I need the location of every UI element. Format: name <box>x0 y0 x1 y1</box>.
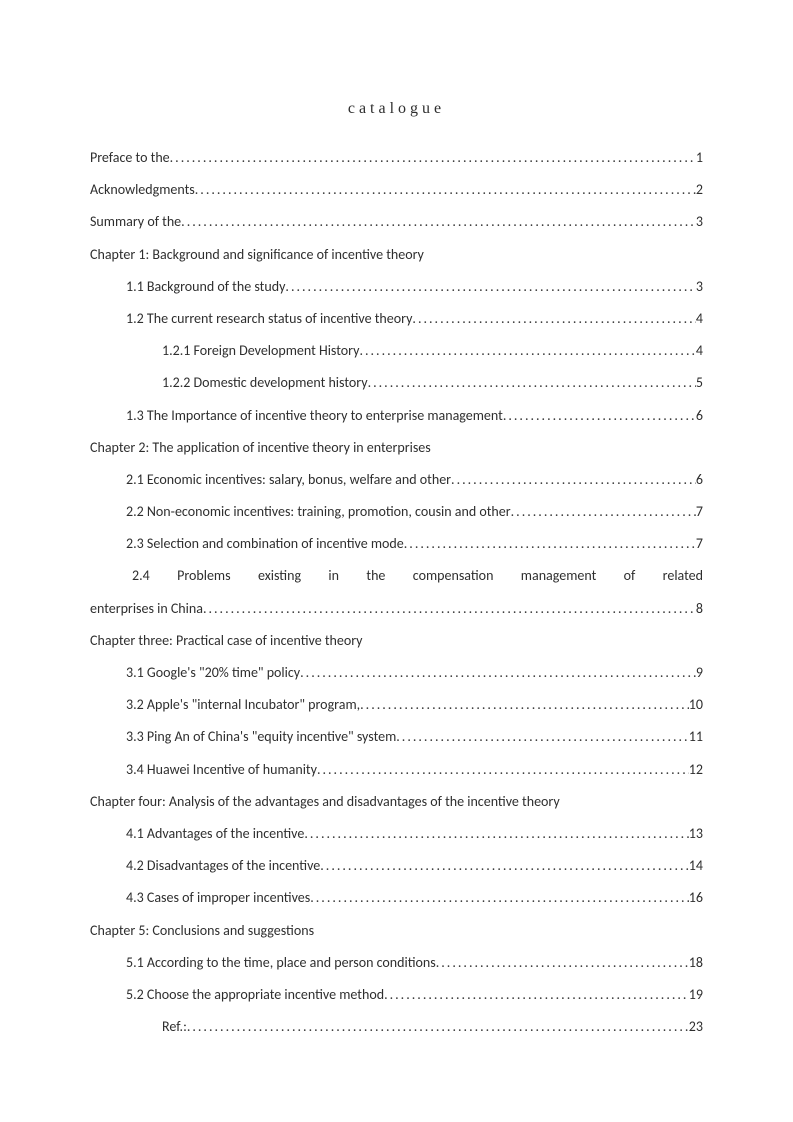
catalogue-title: catalogue <box>90 100 703 118</box>
toc-entry: 1.3 The Importance of incentive theory t… <box>90 400 703 432</box>
toc-label: Acknowledgments <box>90 174 195 206</box>
toc-label: 1.1 Background of the study <box>126 271 285 303</box>
toc-page-number: 3 <box>696 206 703 238</box>
toc-label: Summary of the <box>90 206 181 238</box>
toc-entry: Summary of the..........................… <box>90 206 703 238</box>
toc-page-number: 6 <box>696 400 703 432</box>
toc-entry: 5.1 According to the time, place and per… <box>90 947 703 979</box>
toc-label: 1.2.1 Foreign Development History <box>162 335 359 367</box>
toc-leader-dots: ........................................… <box>503 400 696 432</box>
toc-leader-dots: ........................................… <box>181 206 696 238</box>
toc-page-number: 4 <box>696 303 703 335</box>
toc-entry: 3.3 Ping An of China's "equity incentive… <box>90 721 703 753</box>
toc-label: 4.3 Cases of improper incentives <box>126 882 310 914</box>
toc-label: 3.2 Apple's "internal Incubator" program… <box>126 689 360 721</box>
toc-page-number: 12 <box>689 754 703 786</box>
toc-label: 1.2.2 Domestic development history <box>162 367 368 399</box>
toc-entry: enterprises in China....................… <box>90 593 703 625</box>
toc-page-number: 2 <box>696 174 703 206</box>
toc-leader-dots: ........................................… <box>451 464 696 496</box>
toc-heading: Chapter 1: Background and significance o… <box>90 239 703 271</box>
toc-leader-dots: ........................................… <box>368 367 696 399</box>
toc-page-number: 23 <box>689 1011 703 1043</box>
toc-entry: 4.3 Cases of improper incentives........… <box>90 882 703 914</box>
toc-leader-dots: ........................................… <box>436 947 689 979</box>
toc-page-number: 10 <box>689 689 703 721</box>
toc-leader-dots: ........................................… <box>300 657 696 689</box>
toc-heading: Chapter four: Analysis of the advantages… <box>90 786 703 818</box>
toc-label: Ref.: <box>162 1011 187 1043</box>
toc-heading: Chapter 2: The application of incentive … <box>90 432 703 464</box>
toc-label: 2.1 Economic incentives: salary, bonus, … <box>126 464 451 496</box>
toc-entry: 4.2 Disadvantages of the incentive......… <box>90 850 703 882</box>
toc-label: enterprises in China <box>90 593 203 625</box>
toc-entry: 5.2 Choose the appropriate incentive met… <box>90 979 703 1011</box>
toc-label: 3.1 Google's "20% time" policy <box>126 657 300 689</box>
toc-leader-dots: ........................................… <box>359 335 695 367</box>
toc-page-number: 14 <box>689 850 703 882</box>
toc-entry: 1.2.2 Domestic development history......… <box>90 367 703 399</box>
toc-page-number: 1 <box>696 142 703 174</box>
toc-page-number: 5 <box>696 367 703 399</box>
toc-entry: Acknowledgments.........................… <box>90 174 703 206</box>
table-of-contents: Preface to the..........................… <box>90 142 703 1043</box>
toc-page-number: 7 <box>696 528 703 560</box>
toc-page-number: 4 <box>696 335 703 367</box>
toc-leader-dots: ........................................… <box>195 174 696 206</box>
toc-heading: Chapter three: Practical case of incenti… <box>90 625 703 657</box>
toc-entry: 1.2.1 Foreign Development History.......… <box>90 335 703 367</box>
toc-label: 2.3 Selection and combination of incenti… <box>126 528 404 560</box>
toc-page-number: 19 <box>689 979 703 1011</box>
toc-heading: Chapter 5: Conclusions and suggestions <box>90 915 703 947</box>
toc-page-number: 9 <box>696 657 703 689</box>
toc-label: 5.1 According to the time, place and per… <box>126 947 436 979</box>
toc-entry: 2.3 Selection and combination of incenti… <box>90 528 703 560</box>
toc-entry: 3.4 Huawei Incentive of humanity........… <box>90 754 703 786</box>
toc-leader-dots: ........................................… <box>511 496 696 528</box>
toc-leader-dots: ........................................… <box>360 689 689 721</box>
toc-page-number: 3 <box>696 271 703 303</box>
toc-label: 2.2 Non-economic incentives: training, p… <box>126 496 511 528</box>
toc-leader-dots: ........................................… <box>304 818 688 850</box>
toc-label: 3.3 Ping An of China's "equity incentive… <box>126 721 396 753</box>
toc-leader-dots: ........................................… <box>412 303 695 335</box>
toc-leader-dots: ........................................… <box>203 593 696 625</box>
toc-leader-dots: ........................................… <box>404 528 696 560</box>
toc-page-number: 11 <box>689 721 703 753</box>
toc-leader-dots: ........................................… <box>320 850 689 882</box>
toc-page-number: 8 <box>696 593 703 625</box>
toc-page-number: 13 <box>689 818 703 850</box>
toc-entry: 2.2 Non-economic incentives: training, p… <box>90 496 703 528</box>
toc-entry-wrapped: 2.4 Problems existing in the compensatio… <box>90 560 703 592</box>
toc-leader-dots: ........................................… <box>396 721 689 753</box>
toc-label: Preface to the <box>90 142 170 174</box>
toc-entry: 1.2 The current research status of incen… <box>90 303 703 335</box>
toc-leader-dots: ........................................… <box>285 271 695 303</box>
toc-label: 3.4 Huawei Incentive of humanity <box>126 754 317 786</box>
toc-label: 5.2 Choose the appropriate incentive met… <box>126 979 384 1011</box>
toc-leader-dots: ........................................… <box>170 142 696 174</box>
toc-entry: 3.2 Apple's "internal Incubator" program… <box>90 689 703 721</box>
toc-label: 1.3 The Importance of incentive theory t… <box>126 400 503 432</box>
toc-page-number: 7 <box>696 496 703 528</box>
toc-label: 4.2 Disadvantages of the incentive <box>126 850 320 882</box>
toc-page-number: 16 <box>689 882 703 914</box>
toc-leader-dots: ........................................… <box>310 882 689 914</box>
toc-page-number: 6 <box>696 464 703 496</box>
toc-entry: Ref.:...................................… <box>90 1011 703 1043</box>
toc-leader-dots: ........................................… <box>317 754 689 786</box>
toc-entry: 3.1 Google's "20% time" policy..........… <box>90 657 703 689</box>
toc-page-number: 18 <box>689 947 703 979</box>
toc-leader-dots: ........................................… <box>187 1011 689 1043</box>
toc-entry: 2.1 Economic incentives: salary, bonus, … <box>90 464 703 496</box>
toc-entry: Preface to the..........................… <box>90 142 703 174</box>
toc-entry: 1.1 Background of the study.............… <box>90 271 703 303</box>
toc-entry: 4.1 Advantages of the incentive.........… <box>90 818 703 850</box>
toc-label: 1.2 The current research status of incen… <box>126 303 412 335</box>
toc-leader-dots: ........................................… <box>384 979 689 1011</box>
toc-label: 4.1 Advantages of the incentive <box>126 818 304 850</box>
